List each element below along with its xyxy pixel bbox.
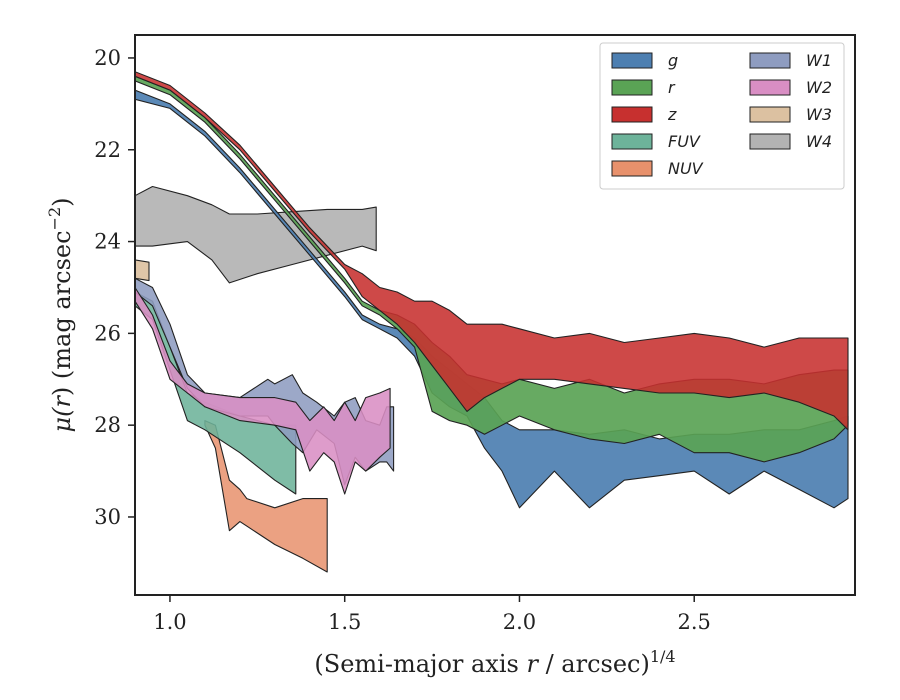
y-tick-label: 20	[94, 46, 121, 70]
legend-swatch-g	[611, 52, 653, 69]
series-band-w3	[135, 259, 150, 282]
legend-label-nuv: NUV	[668, 159, 704, 178]
series-band-w2	[135, 286, 391, 495]
y-tick-label: 26	[94, 321, 121, 345]
legend-swatch-fuv	[611, 133, 653, 150]
y-tick-label: 22	[94, 138, 121, 162]
legend-swatch-w4	[749, 133, 791, 150]
x-axis-label: (Semi-major axis r / arcsec)1/4	[314, 647, 675, 678]
legend-swatch-z	[611, 106, 653, 123]
series-band-w4	[135, 185, 377, 284]
legend-swatch-w1	[749, 52, 791, 69]
legend-label-z: z	[667, 105, 677, 124]
legend-swatch-w2	[749, 79, 791, 96]
x-tick-label: 2.5	[678, 610, 711, 634]
legend-label-w4: W4	[806, 132, 832, 151]
y-tick-label: 28	[94, 413, 121, 437]
plot-frame	[134, 34, 856, 596]
y-axis-label: μ(r) (mag arcsec−2)	[45, 197, 76, 432]
legend-label-g: g	[668, 51, 678, 70]
x-tick-label: 2.0	[503, 610, 536, 634]
x-tick-label: 1.5	[328, 610, 361, 634]
legend-label-w1: W1	[806, 51, 832, 70]
legend-swatch-w3	[749, 106, 791, 123]
x-axis-ticks: 1.0 1.5 2.0 2.5	[153, 595, 711, 634]
legend-swatch-nuv	[611, 160, 653, 177]
x-tick-label: 1.0	[153, 610, 186, 634]
legend-label-r: r	[668, 78, 676, 97]
legend: grz FUV NUV W1 W2 W3 W4	[599, 42, 845, 190]
legend-label-w2: W2	[806, 78, 832, 97]
series-layer	[135, 71, 849, 573]
y-tick-label: 30	[94, 505, 121, 529]
y-axis-ticks: 20 22 24 26 28 30	[94, 46, 135, 529]
legend-label-fuv: FUV	[668, 132, 701, 151]
series-band-nuv	[204, 420, 328, 573]
y-tick-label: 24	[94, 230, 121, 254]
series-band-z	[135, 71, 849, 431]
legend-swatch-r	[611, 79, 653, 96]
legend-label-w3: W3	[806, 105, 832, 124]
